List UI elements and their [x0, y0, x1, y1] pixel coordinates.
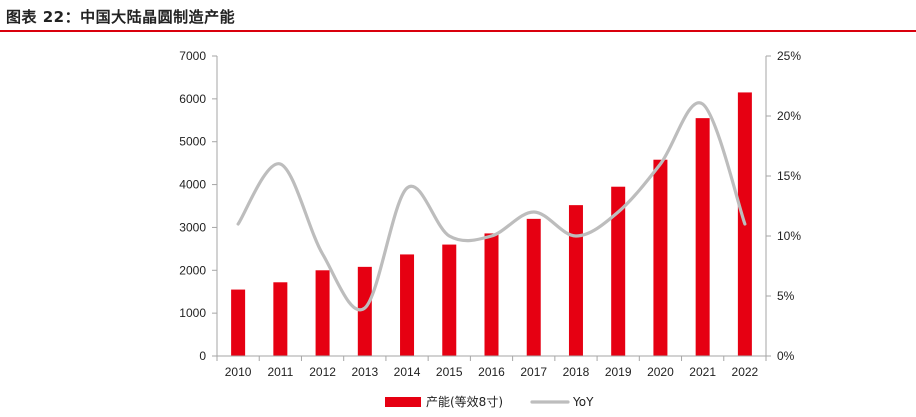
x-tick-label: 2021 — [689, 365, 716, 379]
x-tick-label: 2012 — [309, 365, 336, 379]
x-tick-label: 2011 — [267, 365, 293, 379]
bar-2010 — [231, 289, 246, 356]
bar-2017 — [526, 218, 541, 356]
x-tick-label: 2019 — [605, 365, 632, 379]
chart-legend: 产能(等效8寸) YoY — [385, 394, 594, 409]
x-tick-label: 2017 — [520, 365, 547, 379]
left-tick-label: 4000 — [179, 178, 206, 192]
bar-2021 — [695, 118, 710, 356]
x-tick-label: 2013 — [351, 365, 378, 379]
legend-label-capacity: 产能(等效8寸) — [426, 394, 503, 409]
bar-2015 — [442, 244, 457, 356]
title-divider — [0, 30, 916, 32]
legend-swatch-capacity — [385, 397, 421, 407]
chart-axes: 0 1000 2000 3000 4000 5000 6000 7000 0% 5% 10% 15% 2… — [179, 49, 801, 379]
left-tick-label: 2000 — [179, 263, 206, 277]
figure-title: 图表 22：中国大陆晶圆制造产能 — [6, 8, 236, 26]
right-tick-label: 25% — [777, 49, 801, 63]
left-tick-label: 1000 — [179, 306, 206, 320]
bar-2020 — [653, 159, 668, 356]
bar-2013 — [357, 266, 372, 356]
bar-2011 — [273, 282, 288, 356]
x-tick-label: 2014 — [394, 365, 421, 379]
bar-2019 — [611, 186, 626, 356]
left-tick-label: 0 — [199, 349, 206, 363]
bar-2014 — [400, 254, 415, 356]
x-tick-label: 2016 — [478, 365, 505, 379]
x-tick-label: 2015 — [436, 365, 463, 379]
left-tick-label: 6000 — [179, 92, 206, 106]
bar-2016 — [484, 233, 499, 356]
legend-label-yoy: YoY — [572, 395, 594, 409]
right-tick-label: 0% — [777, 349, 795, 363]
bar-series — [231, 92, 752, 357]
bar-2018 — [568, 205, 583, 356]
bar-2012 — [315, 270, 330, 356]
yoy-line-series — [236, 101, 747, 312]
right-tick-label: 15% — [777, 169, 801, 183]
left-tick-label: 7000 — [179, 49, 206, 63]
right-tick-label: 20% — [777, 109, 801, 123]
x-tick-label: 2010 — [225, 365, 252, 379]
chart-header: 图表 22：中国大陆晶圆制造产能 — [0, 0, 916, 34]
left-tick-label: 5000 — [179, 135, 206, 149]
x-tick-label: 2020 — [647, 365, 674, 379]
right-tick-label: 5% — [777, 289, 795, 303]
x-tick-label: 2018 — [563, 365, 590, 379]
left-tick-label: 3000 — [179, 220, 206, 234]
right-tick-label: 10% — [777, 229, 801, 243]
x-tick-label: 2022 — [732, 365, 759, 379]
